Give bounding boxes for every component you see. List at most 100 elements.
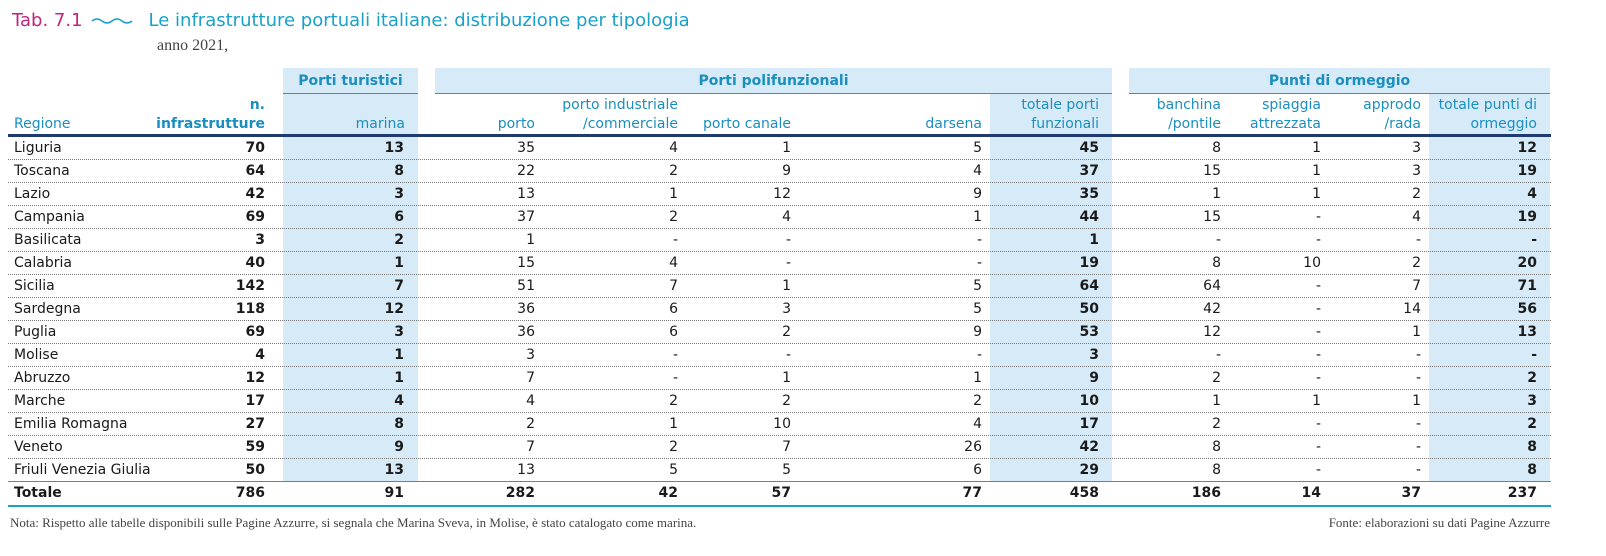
- cell-banchina: 2: [1212, 370, 1221, 386]
- cell-porto-canale: 10: [773, 416, 791, 432]
- row-separator: [8, 458, 1551, 459]
- cell-porto-canale: 12: [773, 186, 791, 202]
- cell-n-infrastrutture: 40: [245, 255, 265, 271]
- table-row: Basilicata 3 2 1 - - - 1 - - - -: [0, 229, 1606, 252]
- cell-banchina: 8: [1212, 462, 1221, 478]
- cell-porto-industriale: 42: [658, 485, 678, 501]
- band-totale-punti: [1429, 94, 1550, 481]
- cell-totale-porti: 458: [1069, 485, 1099, 501]
- cell-porto-industriale: 6: [669, 301, 678, 317]
- cell-porto-canale: 5: [782, 462, 791, 478]
- table-row: Emilia Romagna 27 8 2 1 10 4 17 2 - - 2: [0, 413, 1606, 436]
- cell-darsena: 5: [973, 278, 982, 294]
- cell-n-infrastrutture: 69: [245, 209, 265, 225]
- table-row: Lazio 42 3 13 1 12 9 35 1 1 2 4: [0, 183, 1606, 206]
- table-row: Veneto 59 9 7 2 7 26 42 8 - - 8: [0, 436, 1606, 459]
- cell-regione: Veneto: [14, 439, 63, 455]
- col-head-porto-ind-2: /commerciale: [583, 116, 678, 132]
- cell-marina: 4: [394, 393, 404, 409]
- cell-darsena: 1: [973, 370, 982, 386]
- cell-approdo: -: [1415, 416, 1421, 432]
- cell-totale-punti: 8: [1527, 439, 1537, 455]
- cell-n-infrastrutture: 118: [235, 301, 265, 317]
- row-separator: [8, 297, 1551, 298]
- cell-porto: 7: [526, 439, 535, 455]
- row-separator: [8, 159, 1551, 160]
- cell-spiaggia: -: [1315, 370, 1321, 386]
- cell-porto: 1: [526, 232, 535, 248]
- cell-spiaggia: -: [1315, 278, 1321, 294]
- cell-totale-punti: -: [1531, 232, 1537, 248]
- cell-darsena: 1: [973, 209, 982, 225]
- group-label-turistici: Porti turistici: [298, 73, 403, 89]
- band-marina: [283, 94, 418, 481]
- col-head-spiaggia-2: attrezzata: [1250, 116, 1321, 132]
- cell-porto-canale: 4: [782, 209, 791, 225]
- cell-regione: Calabria: [14, 255, 72, 271]
- cell-spiaggia: -: [1315, 416, 1321, 432]
- band-totale-porti: [990, 94, 1112, 481]
- table-row: Toscana 64 8 22 2 9 4 37 15 1 3 19: [0, 160, 1606, 183]
- row-separator: [8, 389, 1551, 390]
- col-head-porto: porto: [497, 116, 535, 132]
- cell-n-infrastrutture: 4: [255, 347, 265, 363]
- cell-totale-porti: 37: [1079, 163, 1099, 179]
- cell-porto: 22: [517, 163, 535, 179]
- cell-spiaggia: -: [1315, 439, 1321, 455]
- cell-banchina: 15: [1203, 163, 1221, 179]
- cell-marina: 91: [384, 485, 404, 501]
- cell-totale-punti: 56: [1517, 301, 1537, 317]
- col-head-tot-punti-1: totale punti di: [1438, 97, 1537, 113]
- group-band-polifunzionali: [435, 68, 1112, 94]
- cell-regione: Lazio: [14, 186, 51, 202]
- cell-porto: 35: [517, 140, 535, 156]
- table-title: Le infrastrutture portuali italiane: dis…: [148, 9, 690, 31]
- cell-porto: 15: [517, 255, 535, 271]
- cell-regione: Puglia: [14, 324, 57, 340]
- cell-totale-porti: 35: [1079, 186, 1099, 202]
- cell-n-infrastrutture: 59: [245, 439, 265, 455]
- cell-darsena: 5: [973, 301, 982, 317]
- cell-totale-porti: 50: [1079, 301, 1099, 317]
- cell-porto-industriale: 5: [669, 462, 678, 478]
- cell-n-infrastrutture: 42: [245, 186, 265, 202]
- total-rule-bottom: [8, 505, 1551, 507]
- cell-totale-porti: 9: [1089, 370, 1099, 386]
- cell-porto-industriale: -: [672, 232, 678, 248]
- cell-totale-porti: 3: [1089, 347, 1099, 363]
- cell-banchina: 186: [1191, 485, 1221, 501]
- cell-marina: 9: [394, 439, 404, 455]
- cell-marina: 1: [394, 347, 404, 363]
- header-rule: [8, 134, 1551, 137]
- cell-porto-industriale: 6: [669, 324, 678, 340]
- cell-darsena: 77: [962, 485, 982, 501]
- cell-darsena: -: [976, 255, 982, 271]
- table-row: Abruzzo 12 1 7 - 1 1 9 2 - - 2: [0, 367, 1606, 390]
- cell-regione: Totale: [14, 485, 62, 501]
- cell-marina: 1: [394, 370, 404, 386]
- cell-totale-punti: 8: [1527, 462, 1537, 478]
- cell-spiaggia: -: [1315, 232, 1321, 248]
- cell-spiaggia: 14: [1301, 485, 1321, 501]
- cell-porto: 3: [526, 347, 535, 363]
- cell-banchina: 8: [1212, 439, 1221, 455]
- cell-darsena: 5: [973, 140, 982, 156]
- col-head-marina: marina: [355, 116, 405, 132]
- cell-approdo: 1: [1412, 393, 1421, 409]
- cell-marina: 2: [394, 232, 404, 248]
- cell-approdo: 3: [1412, 140, 1421, 156]
- cell-totale-porti: 64: [1079, 278, 1099, 294]
- cell-regione: Emilia Romagna: [14, 416, 128, 432]
- cell-banchina: 12: [1203, 324, 1221, 340]
- cell-banchina: -: [1215, 232, 1221, 248]
- col-head-spiaggia-1: spiaggia: [1262, 97, 1321, 113]
- table-row: Friuli Venezia Giulia 50 13 13 5 5 6 29 8 - - 8: [0, 459, 1606, 482]
- cell-spiaggia: -: [1315, 324, 1321, 340]
- cell-totale-porti: 53: [1079, 324, 1099, 340]
- col-head-darsena: darsena: [925, 116, 982, 132]
- row-separator: [8, 274, 1551, 275]
- cell-spiaggia: -: [1315, 462, 1321, 478]
- cell-marina: 8: [394, 163, 404, 179]
- row-separator: [8, 366, 1551, 367]
- cell-banchina: 1: [1212, 393, 1221, 409]
